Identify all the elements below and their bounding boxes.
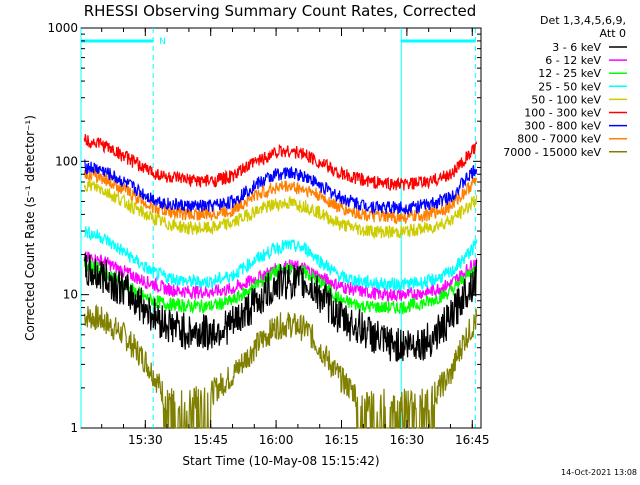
series-line-7 [83,167,478,225]
legend-label-5: 100 - 300 keV [524,107,601,120]
series-line-8 [83,304,478,429]
night-interval-layer: N [80,28,476,428]
legend-label-7: 800 - 7000 keV [517,133,601,146]
x-axis-label: Start Time (10-May-08 15:15:42) [182,454,379,468]
night-annotation: N [159,37,166,47]
series-line-5 [83,134,478,191]
x-tick-label-1: 15:45 [193,433,228,447]
series-line-3 [83,226,478,292]
legend-header-detectors: Det 1,3,4,5,6,9, [540,14,626,27]
y-axis-label: Corrected Count Rate (s⁻¹ detector⁻¹) [23,115,37,341]
series-line-4 [83,179,478,240]
legend-label-6: 300 - 800 keV [524,120,601,133]
legend-label-4: 50 - 100 keV [531,93,601,106]
legend-label-3: 25 - 50 keV [538,80,601,93]
y-tick-label-0: 1 [70,421,78,435]
x-tick-label-0: 15:30 [128,433,163,447]
y-tick-label-1: 10 [63,288,78,302]
legend-label-2: 12 - 25 keV [538,67,601,80]
series-line-6 [84,159,478,216]
timestamp: 14-Oct-2021 13:08 [561,468,637,477]
x-tick-label-4: 16:30 [390,433,425,447]
legend-label-8: 7000 - 15000 keV [503,146,601,159]
y-tick-label-3: 1000 [47,21,78,35]
axis-layer: 15:30 15:45 16:00 16:15 16:30 16:45 1 10 100 1000 [47,21,489,447]
series-line-0 [83,253,478,362]
x-tick-label-5: 16:45 [455,433,490,447]
legend-label-0: 3 - 6 keV [552,41,601,54]
y-tick-label-2: 100 [55,154,78,168]
x-tick-label-2: 16:00 [259,433,294,447]
x-tick-label-3: 16:15 [324,433,359,447]
series-layer [83,134,478,429]
legend-header-attenuator: Att 0 [600,27,626,40]
legend-label-1: 6 - 12 keV [545,54,601,67]
chart-title: RHESSI Observing Summary Count Rates, Co… [84,2,477,20]
